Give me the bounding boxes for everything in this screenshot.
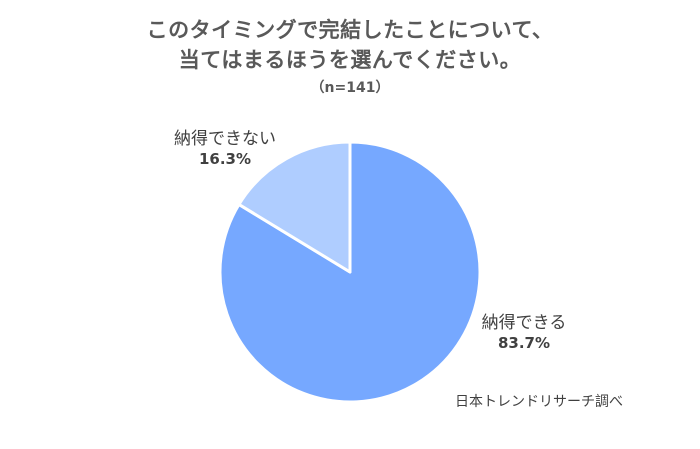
slice-name-not-convinced: 納得できない — [174, 129, 276, 149]
slice-name-convinced: 納得できる — [481, 313, 567, 333]
slice-label-convinced: 納得できる 83.7% — [474, 312, 574, 354]
source-note: 日本トレンドリサーチ調べ — [455, 394, 623, 410]
slice-label-not-convinced: 納得できない 16.3% — [170, 128, 280, 170]
slice-value-convinced: 83.7% — [497, 334, 551, 353]
chart-title-line-2: 当てはまるほうを選んでください。 — [178, 48, 522, 72]
pie-slice-not-convinced — [237, 140, 352, 274]
chart-subtitle: （n=141） — [310, 80, 390, 96]
chart-title-line-1: このタイミングで完結したことについて、 — [146, 18, 554, 42]
slice-value-not-convinced: 16.3% — [198, 150, 252, 169]
